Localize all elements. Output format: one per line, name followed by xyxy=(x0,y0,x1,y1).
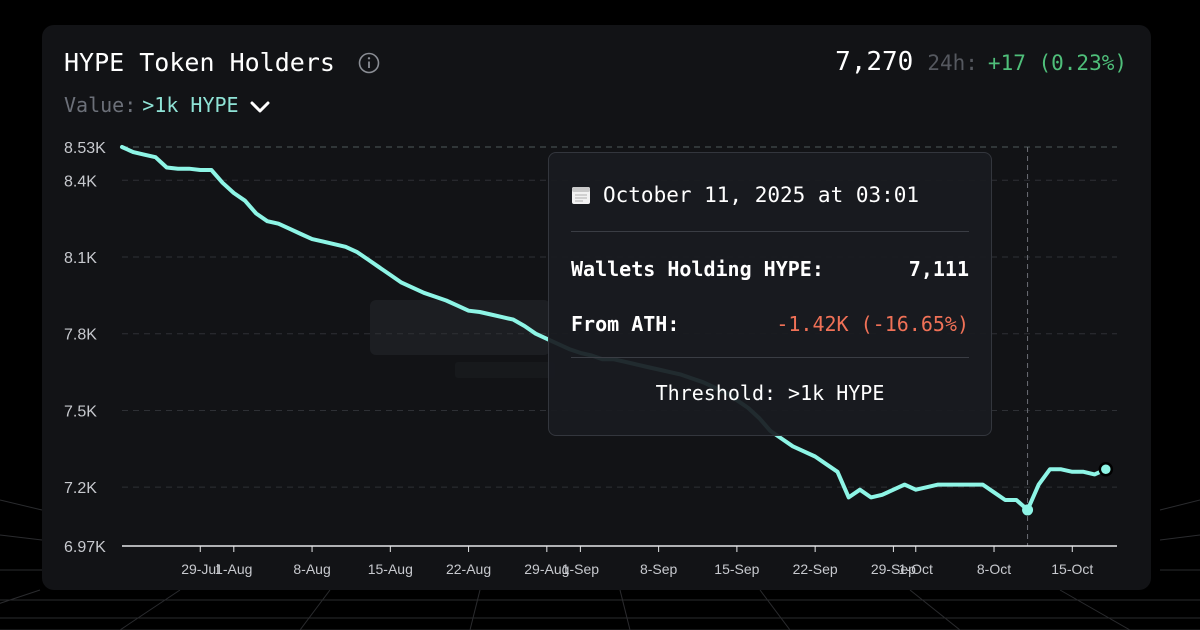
value-filter-selected[interactable]: >1k HYPE xyxy=(142,93,239,117)
y-tick-label: 7.8K xyxy=(64,327,97,344)
y-tick-label: 6.97K xyxy=(64,539,106,556)
tooltip-wallets-row: Wallets Holding HYPE: 7,111 xyxy=(571,257,969,281)
tooltip-divider xyxy=(571,231,969,232)
x-tick-label: 29-Aug xyxy=(524,561,569,577)
tooltip-wallets-label: Wallets Holding HYPE: xyxy=(571,257,824,281)
holder-count: 7,270 xyxy=(835,47,914,77)
x-tick-label: 22-Aug xyxy=(446,561,491,577)
tooltip-ath-label: From ATH: xyxy=(571,312,680,336)
x-tick-label: 1-Aug xyxy=(215,561,252,577)
chart-title: HYPE Token Holders xyxy=(64,48,335,77)
tooltip-threshold: Threshold: >1k HYPE xyxy=(655,381,885,405)
y-tick-label: 7.5K xyxy=(64,403,97,420)
chart-tooltip: October 11, 2025 at 03:01 Wallets Holdin… xyxy=(548,152,992,436)
value-filter-label: Value: xyxy=(64,93,137,117)
value-filter[interactable]: Value: >1k HYPE xyxy=(64,93,271,117)
y-tick-label: 8.4K xyxy=(64,173,97,190)
change-label: 24h: xyxy=(927,51,978,75)
x-tick-label: 1-Oct xyxy=(899,561,933,577)
x-tick-label: 1-Sep xyxy=(562,561,600,577)
x-tick-label: 8-Oct xyxy=(977,561,1011,577)
change-value: +17 (0.23%) xyxy=(987,51,1127,75)
x-tick-label: 29-Sep xyxy=(871,561,916,577)
chart-markers xyxy=(1022,462,1114,516)
x-tick-label: 15-Aug xyxy=(368,561,413,577)
y-tick-label: 7.2K xyxy=(64,480,97,497)
y-tick-label: 8.1K xyxy=(64,250,97,267)
info-icon[interactable] xyxy=(358,52,380,74)
y-axis: 6.97K 7.2K 7.5K 7.8K 8.1K 8.4K 8.53K xyxy=(64,140,106,556)
holder-stats: 7,270 24h: +17 (0.23%) xyxy=(835,47,1127,77)
calendar-icon xyxy=(572,187,590,204)
y-tick-label: 8.53K xyxy=(64,140,106,157)
tooltip-date-row: October 11, 2025 at 03:01 xyxy=(571,183,919,207)
x-tick-label: 8-Sep xyxy=(640,561,678,577)
x-tick-label: 15-Oct xyxy=(1051,561,1093,577)
chevron-down-icon[interactable] xyxy=(249,100,271,114)
x-tick-label: 15-Sep xyxy=(714,561,759,577)
x-tick-label: 29-Jul xyxy=(181,561,219,577)
tooltip-ath-row: From ATH: -1.42K (-16.65%) xyxy=(571,312,969,336)
tooltip-ath-value: -1.42K (-16.65%) xyxy=(776,312,969,336)
x-tick-label: 8-Aug xyxy=(293,561,330,577)
x-tick-label: 22-Sep xyxy=(793,561,838,577)
tooltip-divider xyxy=(571,357,969,358)
watermark xyxy=(370,300,555,378)
tooltip-date: October 11, 2025 at 03:01 xyxy=(603,183,920,207)
last-point xyxy=(1098,462,1114,477)
highlight-point xyxy=(1022,504,1034,516)
tooltip-wallets-value: 7,111 xyxy=(908,257,969,281)
